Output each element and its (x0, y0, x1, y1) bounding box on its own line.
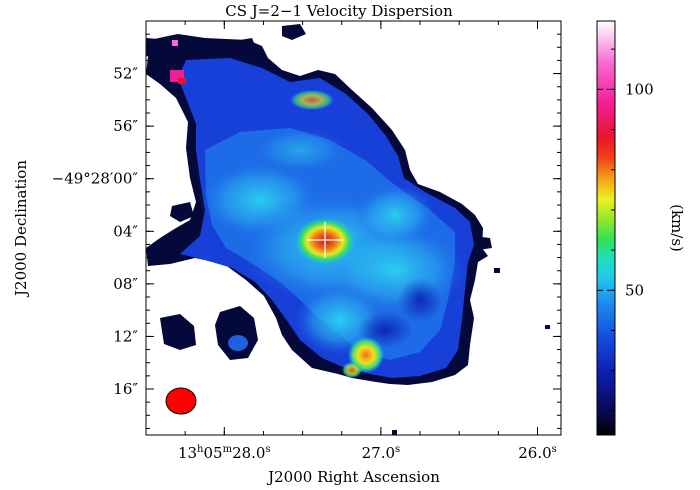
colorbar (596, 20, 616, 436)
y-tick-label: 16″ (113, 380, 138, 398)
y-axis-label: J2000 Declination (12, 160, 30, 298)
colorbar-tick-label: 50 (625, 281, 644, 299)
x-tick-label: 27.0s (362, 444, 401, 462)
y-tick-label: 56″ (113, 117, 138, 135)
y-tick-label: 04″ (113, 222, 138, 240)
x-tick-label: 26.0s (518, 444, 557, 462)
x-axis-label: J2000 Right Ascension (266, 468, 440, 486)
beam-ellipse (165, 387, 197, 415)
northern-patch (290, 90, 334, 110)
colorbar-tick-label: 100 (625, 80, 654, 98)
outlier-blob (215, 306, 258, 360)
y-tick-label: 12″ (113, 327, 138, 345)
x-tick-label: 13h05m28.0s (178, 444, 271, 462)
peak-cross-marker (307, 222, 343, 258)
colorbar-label: (km/s) (668, 204, 686, 252)
y-tick-label: 52″ (113, 65, 138, 83)
chart-title: CS J=2−1 Velocity Dispersion (225, 2, 453, 20)
y-tick-label: −49°28′00″ (52, 170, 139, 188)
y-tick-label: 08″ (113, 275, 138, 293)
